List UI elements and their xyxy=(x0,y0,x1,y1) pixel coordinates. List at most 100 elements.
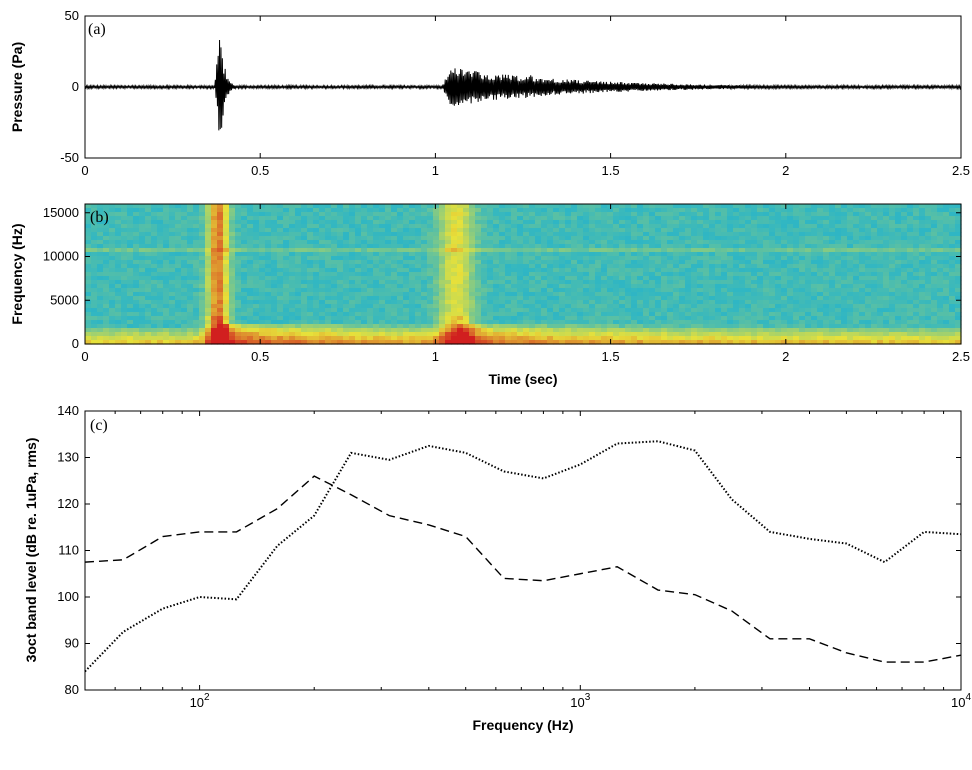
spectrogram-cell xyxy=(325,260,332,265)
spectrogram-cell xyxy=(127,332,134,337)
spectrogram-cell xyxy=(349,324,356,329)
spectrogram-cell xyxy=(289,316,296,321)
spectrogram-cell xyxy=(181,224,188,229)
spectrogram-cell xyxy=(451,324,458,329)
spectrogram-cell xyxy=(229,316,236,321)
spectrogram-cell xyxy=(151,304,158,309)
spectrogram-cell xyxy=(853,212,860,217)
spectrogram-cell xyxy=(205,264,212,269)
spectrogram-cell xyxy=(547,292,554,297)
spectrogram-cell xyxy=(475,228,482,233)
spectrogram-cell xyxy=(265,312,272,317)
spectrogram-cell xyxy=(229,240,236,245)
spectrogram-cell xyxy=(253,232,260,237)
spectrogram-cell xyxy=(805,236,812,241)
spectrogram-cell xyxy=(571,328,578,333)
spectrogram-cell xyxy=(151,232,158,237)
spectrogram-cell xyxy=(547,256,554,261)
spectrogram-cell xyxy=(751,308,758,313)
spectrogram-cell xyxy=(649,216,656,221)
spectrogram-cell xyxy=(721,288,728,293)
spectrogram-cell xyxy=(667,312,674,317)
spectrogram-cell xyxy=(361,280,368,285)
spectrogram-cell xyxy=(769,248,776,253)
spectrogram-cell xyxy=(361,296,368,301)
spectrogram-cell xyxy=(355,212,362,217)
spectrogram-cell xyxy=(625,292,632,297)
spectrogram-cell xyxy=(271,328,278,333)
spectrogram-cell xyxy=(265,336,272,341)
spectrogram-cell xyxy=(325,332,332,337)
spectrogram-cell xyxy=(181,252,188,257)
spectrogram-cell xyxy=(907,244,914,249)
spectrogram-cell xyxy=(277,280,284,285)
spectrogram-cell xyxy=(577,332,584,337)
spectrogram-cell xyxy=(673,300,680,305)
spectrogram-cell xyxy=(631,316,638,321)
spectrogram-cell xyxy=(901,204,908,209)
spectrogram-cell xyxy=(775,280,782,285)
spectrogram-cell xyxy=(715,216,722,221)
spectrogram-cell xyxy=(499,308,506,313)
spectrogram-cell xyxy=(715,252,722,257)
spectrogram-cell xyxy=(847,260,854,265)
spectrogram-cell xyxy=(853,224,860,229)
spectrogram-cell xyxy=(115,252,122,257)
spectrogram-cell xyxy=(163,252,170,257)
spectrogram-cell xyxy=(415,332,422,337)
spectrogram-cell xyxy=(691,300,698,305)
spectrogram-cell xyxy=(811,320,818,325)
spectrogram-cell xyxy=(211,256,218,261)
spectrogram-cell xyxy=(679,340,686,345)
spectrogram-cell xyxy=(499,292,506,297)
spectrogram-cell xyxy=(505,252,512,257)
spectrogram-cell xyxy=(91,336,98,341)
spectrogram-cell xyxy=(847,252,854,257)
spectrogram-cell xyxy=(787,268,794,273)
spectrogram-cell xyxy=(307,216,314,221)
spectrogram-cell xyxy=(691,328,698,333)
spectrogram-cell xyxy=(661,260,668,265)
spectrogram-cell xyxy=(541,216,548,221)
spectrogram-cell xyxy=(601,208,608,213)
spectrogram-cell xyxy=(247,288,254,293)
spectrogram-cell xyxy=(283,224,290,229)
spectrogram-cell xyxy=(883,292,890,297)
spectrogram-cell xyxy=(271,208,278,213)
spectrogram-cell xyxy=(661,236,668,241)
spectrogram-cell xyxy=(229,312,236,317)
spectrogram-cell xyxy=(823,224,830,229)
spectrogram-cell xyxy=(439,228,446,233)
spectrogram-cell xyxy=(859,212,866,217)
spectrogram-cell xyxy=(559,228,566,233)
spectrogram-cell xyxy=(709,268,716,273)
spectrogram-cell xyxy=(259,284,266,289)
spectrogram-cell xyxy=(799,240,806,245)
spectrogram-cell xyxy=(265,332,272,337)
spectrogram-cell xyxy=(163,332,170,337)
spectrogram-cell xyxy=(283,308,290,313)
spectrogram-cell xyxy=(319,332,326,337)
spectrogram-cell xyxy=(223,328,230,333)
spectrogram-cell xyxy=(799,328,806,333)
spectrogram-cell xyxy=(409,280,416,285)
spectrogram-cell xyxy=(685,232,692,237)
spectrogram-cell xyxy=(391,312,398,317)
spectrogram-cell xyxy=(823,244,830,249)
spectrogram-cell xyxy=(721,316,728,321)
spectrogram-cell xyxy=(235,268,242,273)
spectrogram-cell xyxy=(289,224,296,229)
spectrogram-cell xyxy=(901,232,908,237)
spectrogram-cell xyxy=(235,324,242,329)
spectrogram-cell xyxy=(445,296,452,301)
spectrogram-cell xyxy=(667,332,674,337)
spectrogram-cell xyxy=(703,284,710,289)
spectrogram-cell xyxy=(205,260,212,265)
spectrogram-cell xyxy=(547,332,554,337)
spectrogram-cell xyxy=(193,336,200,341)
spectrogram-cell xyxy=(415,204,422,209)
spectrogram-cell xyxy=(391,316,398,321)
spectrogram-cell xyxy=(385,332,392,337)
spectrogram-cell xyxy=(175,336,182,341)
spectrogram-cell xyxy=(559,240,566,245)
